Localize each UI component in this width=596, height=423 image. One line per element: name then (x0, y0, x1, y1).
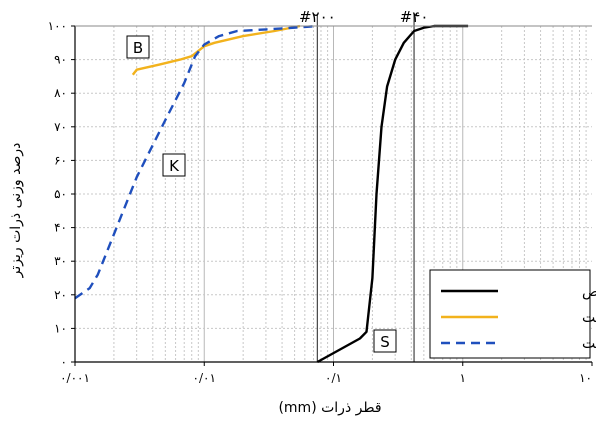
x-tick-label: ۰/۰۱ (193, 371, 216, 385)
legend-label: رس بنتونیت (582, 310, 596, 326)
legend: ماسه خالص رس بنتونیت رس کائولینیت (429, 269, 596, 359)
series-tag-box (162, 153, 186, 177)
sieve-label: #۴۰ (400, 8, 429, 26)
y-tick-label: ۳۰ (54, 254, 67, 268)
x-tick-label: ۱ (460, 371, 466, 385)
y-tick-label: ۰ (61, 355, 67, 369)
y-tick-label: ۲۰ (54, 288, 67, 302)
y-tick-label: ۶۰ (54, 153, 67, 167)
tick-labels: ۰ ۱۰ ۲۰ ۳۰ ۴۰ ۵۰ ۶۰ ۷۰ ۸۰ ۹۰ ۱۰۰ ۰/۰۰۱ ۰/۰۱ ۰/۱ ۱ ۱۰ (48, 19, 593, 385)
y-tick-label: ۱۰ (54, 321, 67, 335)
y-tick-label: ۸۰ (54, 86, 67, 100)
series-line-2 (74, 24, 318, 300)
legend-box (429, 269, 591, 359)
series-tag-label: K (169, 157, 180, 175)
x-axis-title: قطر ذرات (mm) (278, 400, 381, 416)
legend-label: رس کائولینیت (582, 336, 596, 352)
sieve-label: #۲۰۰ (299, 8, 336, 26)
series-tags: S B K (126, 35, 397, 353)
x-tick-label: ۰/۱ (325, 371, 342, 385)
y-tick-label: ۵۰ (54, 187, 67, 201)
legend-label: ماسه خالص (582, 284, 596, 300)
y-axis-title: درصد وزنی ذرات ریزتر (8, 143, 24, 279)
y-tick-label: ۴۰ (54, 221, 67, 235)
series-tag-box (373, 329, 397, 353)
sieve-lines: #۲۰۰ #۴۰ (299, 8, 428, 362)
y-tick-label: ۷۰ (54, 120, 67, 134)
series-tag-label: B (133, 39, 143, 57)
x-tick-label: ۱۰ (579, 371, 592, 385)
y-tick-label: ۱۰۰ (48, 19, 67, 33)
x-tick-label: ۰/۰۰۱ (60, 371, 90, 385)
y-tick-label: ۹۰ (54, 53, 67, 67)
series-tag-label: S (380, 333, 390, 351)
series-tag-box (126, 35, 150, 59)
series-line-1 (131, 24, 301, 76)
